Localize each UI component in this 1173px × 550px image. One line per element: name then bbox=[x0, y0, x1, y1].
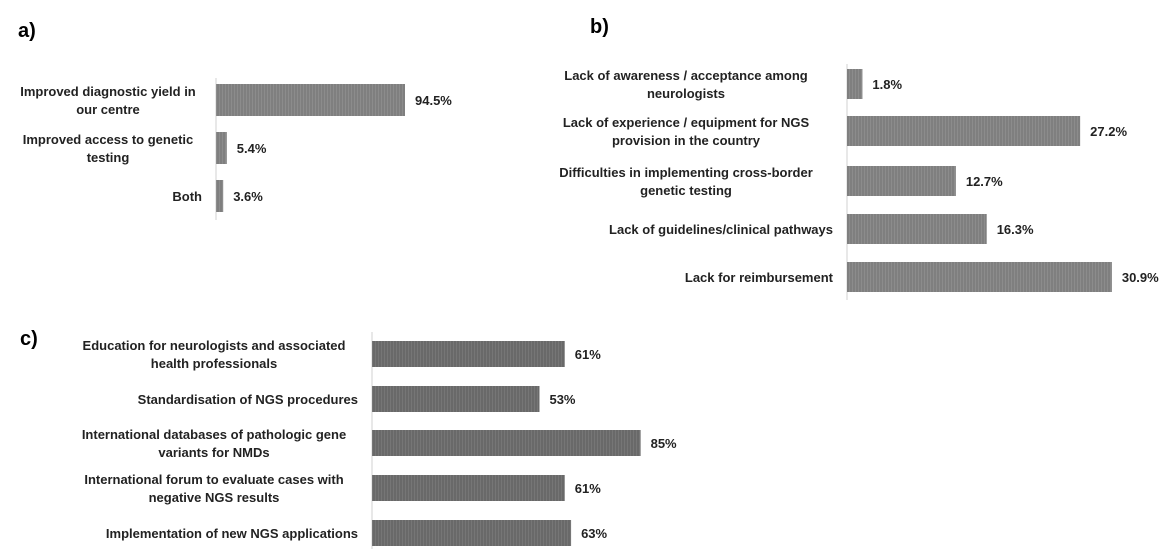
panel-b-category-label-2: Difficulties in implementing cross-borde… bbox=[559, 165, 813, 198]
panel-b-value-label-4: 30.9% bbox=[1122, 270, 1159, 285]
panel-c-letter: c) bbox=[20, 328, 38, 350]
panel-b-category-label-4: Lack for reimbursement bbox=[685, 270, 834, 285]
panel-c-bar-2 bbox=[372, 430, 641, 456]
panel-b-letter: b) bbox=[590, 16, 609, 38]
panel-b-category-label-3: Lack of guidelines/clinical pathways bbox=[609, 222, 833, 237]
panel-a-bar-1 bbox=[216, 132, 227, 164]
panel-a-value-label-0: 94.5% bbox=[415, 93, 452, 108]
panel-c-value-label-4: 63% bbox=[581, 526, 607, 541]
panel-c-category-label-1: Standardisation of NGS procedures bbox=[138, 392, 358, 407]
panel-c-category-label-2: International databases of pathologic ge… bbox=[82, 427, 346, 460]
panel-c-value-label-2: 85% bbox=[651, 436, 677, 451]
panel-b-bar-4 bbox=[847, 262, 1112, 292]
panel-b-chart: 1.8% Lack of awareness / acceptance among… bbox=[559, 64, 1159, 300]
panel-c-value-label-3: 61% bbox=[575, 481, 601, 496]
panel-c-bar-3 bbox=[372, 475, 565, 501]
panel-a-letter: a) bbox=[18, 20, 36, 42]
panel-c-bar-0 bbox=[372, 341, 565, 367]
panel-c-value-label-1: 53% bbox=[549, 392, 575, 407]
panel-a-bar-0 bbox=[216, 84, 405, 116]
panel-a-value-label-1: 5.4% bbox=[237, 141, 267, 156]
panel-a-category-label-2: Both bbox=[172, 189, 202, 204]
panel-b-bar-3 bbox=[847, 214, 987, 244]
panel-a-bar-2 bbox=[216, 180, 224, 212]
panel-c-category-label-0: Education for neurologists and associate… bbox=[83, 338, 346, 371]
panel-c-chart: 61% Education for neurologists and associ… bbox=[82, 332, 677, 549]
panel-c-value-label-0: 61% bbox=[575, 347, 601, 362]
panel-b-value-label-3: 16.3% bbox=[997, 222, 1034, 237]
panel-b-bar-0 bbox=[847, 69, 863, 99]
panel-b-bar-2 bbox=[847, 166, 956, 196]
panel-c-category-label-4: Implementation of new NGS applications bbox=[106, 526, 358, 541]
panel-b-value-label-2: 12.7% bbox=[966, 174, 1003, 189]
panel-a-category-label-1: Improved access to genetic testing bbox=[23, 132, 194, 165]
panel-b-value-label-0: 1.8% bbox=[872, 77, 902, 92]
panel-b-category-label-1: Lack of experience / equipment for NGS pr… bbox=[563, 115, 810, 148]
panel-b-value-label-1: 27.2% bbox=[1090, 124, 1127, 139]
panel-a-value-label-2: 3.6% bbox=[233, 189, 263, 204]
panel-c-category-label-3: International forum to evaluate cases wi… bbox=[84, 472, 343, 505]
panel-a-chart: 94.5% Improved diagnostic yield in our cen… bbox=[20, 78, 452, 220]
panel-c-bar-4 bbox=[372, 520, 572, 546]
panel-b-category-label-0: Lack of awareness / acceptance among neur… bbox=[564, 68, 808, 101]
panel-a-category-label-0: Improved diagnostic yield in our centre bbox=[20, 84, 196, 117]
panel-b-bar-1 bbox=[847, 116, 1081, 146]
panel-c-bar-1 bbox=[372, 386, 540, 412]
